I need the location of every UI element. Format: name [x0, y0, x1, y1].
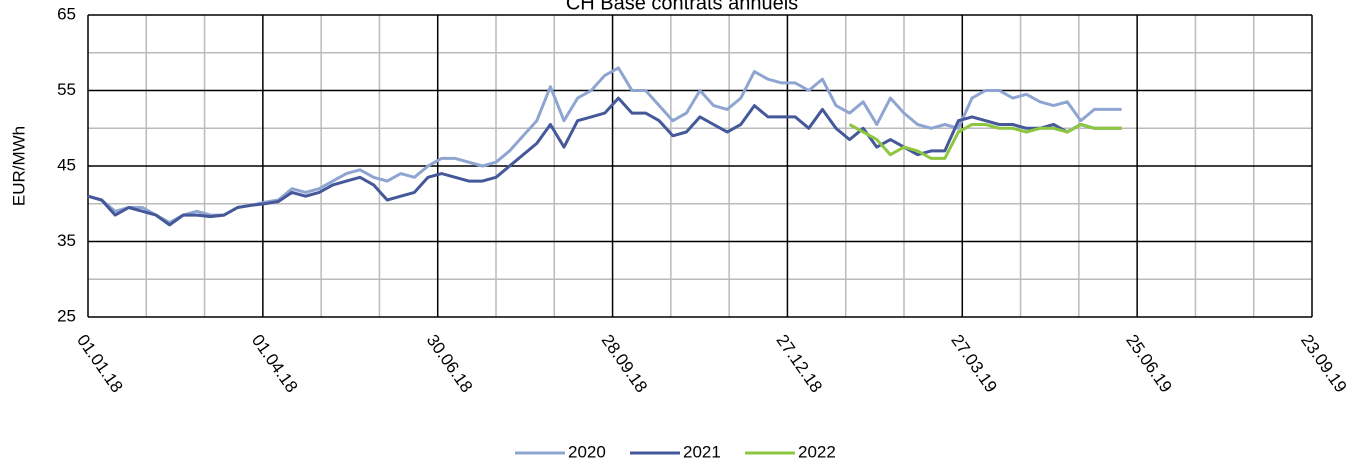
- x-tick-label: 27.03.19: [947, 331, 1001, 396]
- y-tick-label: 55: [57, 80, 76, 99]
- y-tick-label: 65: [57, 4, 76, 23]
- x-tick-label: 01.01.18: [73, 331, 127, 396]
- x-tick-label: 28.09.18: [598, 331, 652, 396]
- x-tick-label: 27.12.18: [772, 331, 826, 396]
- x-tick-label: 30.06.18: [423, 331, 477, 396]
- y-axis-label: EUR/MWh: [9, 126, 28, 206]
- legend-label: 2020: [568, 442, 606, 461]
- x-tick-label: 01.04.18: [248, 331, 302, 396]
- legend-label: 2022: [798, 442, 836, 461]
- y-tick-label: 25: [57, 306, 76, 325]
- series-line: [848, 123, 1122, 160]
- chart-title: CH Base contrats annuels: [566, 0, 798, 14]
- y-tick-label: 45: [57, 155, 76, 174]
- series-line: [87, 96, 1122, 227]
- legend-label: 2021: [683, 442, 721, 461]
- x-tick-label: 23.09.19: [1297, 331, 1351, 396]
- x-tick-label: 25.06.19: [1122, 331, 1176, 396]
- y-tick-label: 35: [57, 231, 76, 250]
